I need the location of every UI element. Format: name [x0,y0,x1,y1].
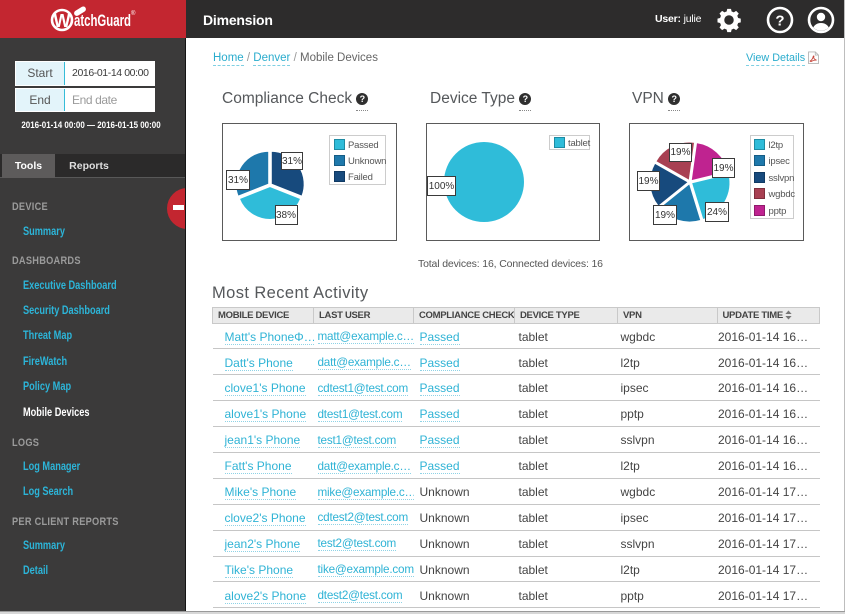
svg-text:®: ® [131,10,136,17]
svg-text:atchGuard: atchGuard [74,12,131,30]
svg-text:?: ? [775,13,784,30]
svg-text:W: W [54,11,71,31]
